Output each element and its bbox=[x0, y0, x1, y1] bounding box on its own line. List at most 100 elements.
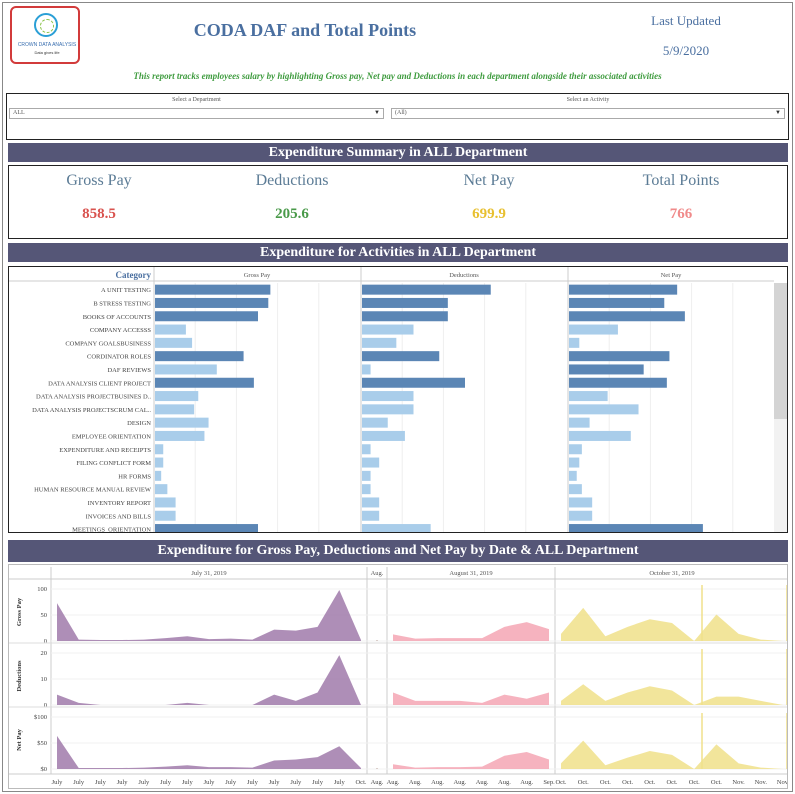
x-tick-label: July bbox=[334, 779, 346, 786]
bar-gross-pay bbox=[155, 457, 164, 468]
bar-gross-pay bbox=[155, 351, 244, 362]
row-label: Deductions bbox=[16, 660, 23, 692]
area-deductions bbox=[561, 684, 783, 705]
bar-gross-pay bbox=[155, 484, 168, 495]
bar-gross-pay bbox=[155, 391, 199, 402]
x-tick-label: July bbox=[290, 779, 302, 786]
area-gross-pay bbox=[561, 607, 783, 641]
category-label: HR FORMS bbox=[118, 473, 151, 480]
bar-gross-pay bbox=[155, 311, 258, 322]
bar-net-pay bbox=[569, 444, 582, 455]
x-tick-label: Aug. bbox=[476, 779, 489, 786]
category-label: INVENTORY REPORT bbox=[88, 500, 151, 507]
x-tick-label: July bbox=[269, 779, 281, 786]
activities-bar-chart: Category Gross Pay Deductions Net Pay A UNIT… bbox=[9, 267, 787, 532]
x-tick-label: Oct. bbox=[689, 779, 700, 786]
category-label: INVOICES AND BILLS bbox=[86, 513, 152, 520]
category-label: COMPANY GOALSBUSINESS bbox=[65, 340, 151, 347]
summary-panel: Gross Pay Deductions Net Pay Total Point… bbox=[8, 165, 788, 239]
x-tick-label: Oct. bbox=[666, 779, 677, 786]
activity-filter-label: Select an Activity bbox=[566, 97, 610, 103]
bar-gross-pay bbox=[155, 510, 176, 521]
timeline-area-chart: July 31, 2019 Aug. August 31, 2019 October … bbox=[9, 567, 787, 786]
bar-deductions bbox=[362, 311, 448, 322]
category-label: A UNIT TESTING bbox=[101, 287, 151, 294]
x-tick-label: Aug. bbox=[498, 779, 511, 786]
x-tick-label: July bbox=[117, 779, 129, 786]
bar-net-pay bbox=[569, 510, 593, 521]
kpi-net-pay-label: Net Pay bbox=[463, 172, 515, 189]
bar-deductions bbox=[362, 364, 371, 375]
area-deductions bbox=[57, 655, 361, 705]
category-label: COMPANY ACCESSS bbox=[90, 327, 152, 334]
bar-deductions bbox=[362, 404, 414, 415]
x-tick-label: July bbox=[73, 779, 85, 786]
x-tick-label: July bbox=[52, 779, 64, 786]
kpi-net-pay-value: 699.9 bbox=[472, 206, 506, 222]
x-tick-label: Sep. bbox=[543, 779, 555, 786]
category-label: CORDINATOR ROLES bbox=[87, 354, 151, 361]
x-tick-label: July bbox=[138, 779, 150, 786]
bar-gross-pay bbox=[155, 430, 205, 441]
last-updated-date: 5/9/2020 bbox=[662, 43, 710, 58]
kpi-deductions-value: 205.6 bbox=[275, 206, 309, 222]
logo-tagline: Data gives life bbox=[34, 50, 60, 55]
x-tick-label: Oct. bbox=[355, 779, 366, 786]
category-label: DATA ANALYSIS CLIENT PROJECT bbox=[48, 380, 151, 387]
x-tick-label: Aug. bbox=[371, 779, 384, 786]
bar-net-pay bbox=[569, 524, 703, 532]
series-header-deductions: Deductions bbox=[449, 272, 479, 279]
x-tick-label: Oct. bbox=[711, 779, 722, 786]
category-label: B STRESS TESTING bbox=[93, 300, 151, 307]
area-gross-pay bbox=[393, 622, 549, 641]
bar-deductions bbox=[362, 430, 405, 441]
timeline-chart-panel: July 31, 2019 Aug. August 31, 2019 October … bbox=[8, 564, 788, 789]
department-select-value: ALL bbox=[13, 110, 25, 116]
bar-net-pay bbox=[569, 297, 665, 308]
kpi-gross-pay-label: Gross Pay bbox=[66, 172, 132, 189]
kpi-gross-pay-value: 858.5 bbox=[82, 206, 116, 222]
category-header: Category bbox=[116, 270, 152, 280]
bar-gross-pay bbox=[155, 337, 193, 348]
panel-header: July 31, 2019 bbox=[191, 570, 226, 577]
category-label: HUMAN RESOURCE MANUAL REVIEW bbox=[34, 487, 152, 494]
page-title: CODA DAF and Total Points bbox=[193, 20, 417, 40]
bar-gross-pay bbox=[155, 297, 269, 308]
y-tick-label: 100 bbox=[37, 586, 47, 593]
panel-header: August 31, 2019 bbox=[449, 570, 492, 577]
category-label: BOOKS OF ACCOUNTS bbox=[83, 314, 152, 321]
bar-gross-pay bbox=[155, 284, 271, 295]
bar-net-pay bbox=[569, 284, 678, 295]
bar-deductions bbox=[362, 324, 414, 335]
area-net-pay bbox=[561, 740, 783, 769]
y-tick-label: 10 bbox=[41, 676, 48, 683]
y-tick-label: $0 bbox=[41, 766, 48, 773]
x-tick-label: July bbox=[182, 779, 194, 786]
bar-deductions bbox=[362, 377, 465, 388]
x-tick-label: Aug. bbox=[431, 779, 444, 786]
x-tick-label: Nov. bbox=[755, 779, 768, 786]
y-tick-label: $100 bbox=[34, 714, 47, 721]
bar-net-pay bbox=[569, 497, 593, 508]
y-tick-label: 50 bbox=[41, 612, 48, 619]
x-tick-label: Oct. bbox=[555, 779, 566, 786]
x-tick-label: Oct. bbox=[600, 779, 611, 786]
department-select[interactable]: ALL ▼ bbox=[9, 108, 384, 119]
department-filter-label: Select a Department bbox=[172, 97, 221, 103]
bar-deductions bbox=[362, 470, 371, 481]
area-deductions bbox=[393, 692, 549, 705]
dropdown-arrow-icon: ▼ bbox=[374, 110, 380, 116]
panel-header: Aug. bbox=[371, 570, 384, 577]
bar-deductions bbox=[362, 351, 440, 362]
activity-select[interactable]: (All) ▼ bbox=[391, 108, 785, 119]
x-tick-label: July bbox=[247, 779, 259, 786]
y-tick-label: $50 bbox=[37, 740, 47, 747]
bar-deductions bbox=[362, 337, 397, 348]
x-tick-label: July bbox=[160, 779, 172, 786]
bar-deductions bbox=[362, 444, 371, 455]
bar-deductions bbox=[362, 510, 380, 521]
bar-deductions bbox=[362, 284, 491, 295]
category-label: EXPENDITURE AND RECEIPTS bbox=[59, 447, 151, 454]
bar-deductions bbox=[362, 524, 431, 532]
